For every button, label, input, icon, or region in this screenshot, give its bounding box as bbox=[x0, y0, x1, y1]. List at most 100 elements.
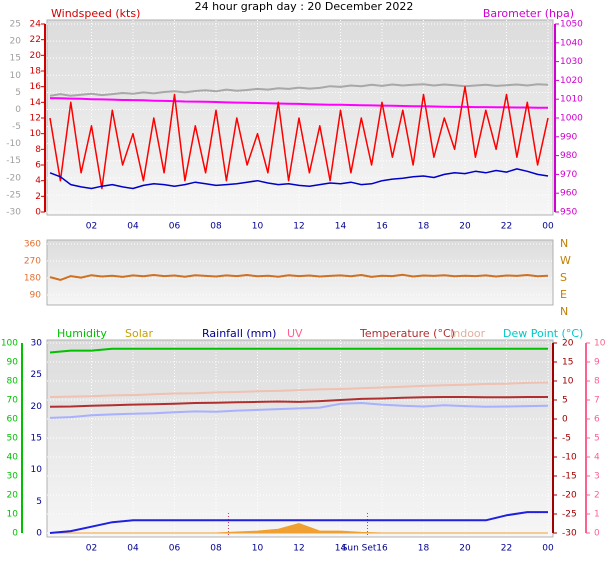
y-tick-label: 14 bbox=[30, 98, 42, 108]
y-tick-label: 6 bbox=[594, 415, 600, 425]
y-tick-label: -5 bbox=[562, 434, 571, 444]
x-tick-label: 00 bbox=[542, 544, 554, 554]
axis-label: UV bbox=[287, 327, 303, 340]
y-tick-label: W bbox=[560, 254, 571, 267]
y-tick-label: 4 bbox=[35, 176, 41, 186]
y-tick-label: S bbox=[560, 271, 567, 284]
y-tick-label: 8 bbox=[35, 145, 41, 155]
y-tick-label: -25 bbox=[562, 510, 577, 520]
y-tick-label: 3 bbox=[594, 472, 600, 482]
y-tick-label: 80 bbox=[7, 377, 19, 387]
y-tick-label: -30 bbox=[6, 208, 21, 218]
y-tick-label: 20 bbox=[31, 402, 43, 412]
y-tick-label: 0 bbox=[562, 415, 568, 425]
y-tick-label: 0 bbox=[594, 529, 600, 539]
y-tick-label: 20 bbox=[30, 51, 42, 61]
y-tick-label: 0 bbox=[12, 529, 18, 539]
x-tick-label: 04 bbox=[127, 222, 139, 232]
y-tick-label: 50 bbox=[7, 434, 19, 444]
y-tick-label: 10 bbox=[10, 71, 22, 81]
legend-label: Temperature (°C) bbox=[359, 327, 455, 340]
x-tick-label: 20 bbox=[459, 222, 471, 232]
y-tick-label: 70 bbox=[7, 396, 19, 406]
y-tick-label: 950 bbox=[560, 208, 577, 218]
y-tick-label: 20 bbox=[562, 339, 574, 349]
y-tick-label: 40 bbox=[7, 453, 19, 463]
y-tick-label: -25 bbox=[6, 190, 21, 200]
y-tick-label: 90 bbox=[30, 291, 42, 301]
y-tick-label: 5 bbox=[36, 497, 42, 507]
x-tick-label: 16 bbox=[376, 222, 388, 232]
y-tick-label: 25 bbox=[31, 370, 42, 380]
legend-label: Rainfall (mm) bbox=[202, 327, 276, 340]
line bbox=[49, 381, 549, 398]
y-tick-label: 20 bbox=[10, 37, 22, 47]
y-tick-label: 270 bbox=[24, 257, 41, 267]
x-tick-label: 02 bbox=[86, 222, 97, 232]
x-tick-label: 12 bbox=[293, 222, 304, 232]
x-tick-label: 12 bbox=[293, 544, 304, 554]
y-tick-label: 1020 bbox=[560, 76, 583, 86]
line bbox=[49, 97, 549, 109]
y-tick-label: 6 bbox=[35, 161, 41, 171]
y-tick-label: 30 bbox=[31, 339, 43, 349]
x-tick-label: 22 bbox=[501, 544, 512, 554]
y-tick-label: 960 bbox=[560, 189, 577, 199]
legend-label: Solar bbox=[125, 327, 154, 340]
legend-label: Humidity bbox=[57, 327, 107, 340]
y-tick-label: -20 bbox=[6, 173, 21, 183]
plot-area bbox=[46, 19, 554, 216]
x-tick-label: 10 bbox=[252, 222, 264, 232]
x-tick-label: 18 bbox=[418, 544, 430, 554]
y-tick-label: 15 bbox=[31, 434, 42, 444]
y-tick-label: -30 bbox=[562, 529, 577, 539]
axis-label: Windspeed (kts) bbox=[51, 7, 140, 20]
plot-area bbox=[46, 239, 554, 306]
y-tick-label: 1010 bbox=[560, 95, 583, 105]
y-tick-label: 1040 bbox=[560, 38, 583, 48]
x-tick-label: 08 bbox=[210, 544, 222, 554]
y-tick-label: -15 bbox=[6, 156, 21, 166]
y-tick-label: -10 bbox=[6, 139, 21, 149]
x-tick-label: 08 bbox=[210, 222, 222, 232]
y-tick-label: 2 bbox=[594, 491, 600, 501]
y-tick-label: 10 bbox=[7, 510, 19, 520]
y-tick-label: 5 bbox=[15, 88, 21, 98]
legend-label: Dew Point (°C) bbox=[503, 327, 583, 340]
y-tick-label: E bbox=[560, 288, 567, 301]
x-tick-label: 22 bbox=[501, 222, 512, 232]
y-tick-label: 15 bbox=[562, 358, 573, 368]
y-tick-label: 10 bbox=[562, 377, 574, 387]
x-tick-label: 14 bbox=[335, 222, 347, 232]
y-tick-label: 9 bbox=[594, 358, 600, 368]
x-tick-label: 20 bbox=[459, 544, 471, 554]
y-tick-label: 18 bbox=[30, 67, 42, 77]
y-tick-label: 970 bbox=[560, 170, 577, 180]
y-tick-label: 7 bbox=[594, 396, 600, 406]
line bbox=[49, 347, 548, 354]
chart-title: 24 hour graph day : 20 December 2022 bbox=[195, 0, 414, 13]
y-tick-label: 16 bbox=[30, 82, 42, 92]
y-tick-label: 980 bbox=[560, 151, 577, 161]
line bbox=[49, 273, 549, 281]
y-tick-label: 30 bbox=[7, 472, 19, 482]
x-tick-label: 16 bbox=[376, 544, 388, 554]
x-tick-label: 04 bbox=[127, 544, 139, 554]
y-tick-label: 0 bbox=[15, 105, 21, 115]
x-tick-label: 00 bbox=[542, 222, 554, 232]
y-tick-label: -5 bbox=[12, 122, 21, 132]
y-tick-label: 24 bbox=[30, 20, 42, 30]
y-tick-label: 1 bbox=[594, 510, 600, 520]
y-tick-label: 8 bbox=[594, 377, 600, 387]
y-tick-label: N bbox=[560, 237, 568, 250]
y-tick-label: -10 bbox=[562, 453, 577, 463]
y-tick-label: 60 bbox=[7, 415, 19, 425]
y-tick-label: N bbox=[560, 305, 568, 318]
y-tick-label: 4 bbox=[594, 453, 600, 463]
event-label: Sun Set bbox=[342, 544, 377, 554]
y-tick-label: 25 bbox=[10, 20, 21, 30]
x-tick-label: 02 bbox=[86, 544, 97, 554]
y-tick-label: 1000 bbox=[560, 114, 583, 124]
x-tick-label: 14 bbox=[335, 544, 347, 554]
